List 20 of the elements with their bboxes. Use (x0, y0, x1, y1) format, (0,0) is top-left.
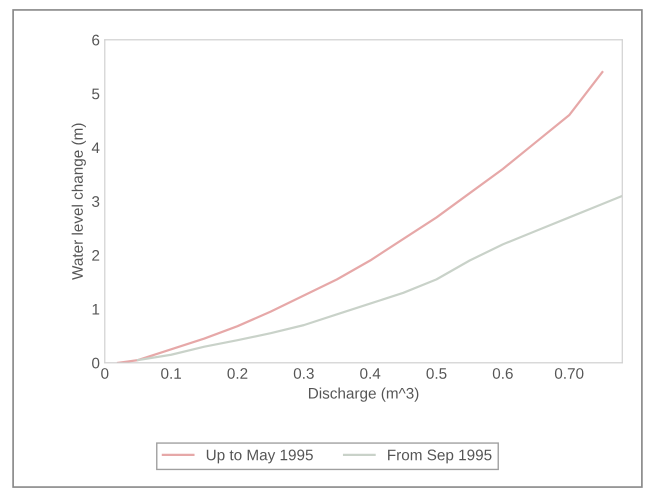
line-series (116, 70, 604, 363)
y-tick-label: 5 (92, 88, 100, 100)
y-tick-label: 2 (92, 250, 100, 261)
x-tick-label: 0.4 (360, 368, 380, 379)
x-axis-title: Discharge (m^3) (308, 387, 418, 402)
y-tick-label: 4 (92, 142, 100, 153)
x-tick-label: 0.5 (426, 368, 446, 379)
x-tick-label: 0.6 (492, 368, 513, 379)
x-tick-label: 0 (101, 368, 108, 379)
y-axis-title: Water level change (m) (72, 124, 86, 280)
y-tick-label: 6 (92, 34, 100, 46)
x-tick-label: 0.1 (161, 368, 182, 379)
x-tick-label: 0.70 (554, 368, 584, 379)
y-tick-label: 0 (92, 358, 100, 368)
y-tick-label: 3 (92, 196, 100, 207)
y-tick-label: 1 (92, 304, 100, 315)
x-tick-label: 0.2 (227, 368, 248, 379)
legend-label: Up to May 1995 (206, 450, 313, 464)
x-tick-label: 0.3 (294, 368, 314, 379)
legend-label: From Sep 1995 (388, 450, 492, 464)
